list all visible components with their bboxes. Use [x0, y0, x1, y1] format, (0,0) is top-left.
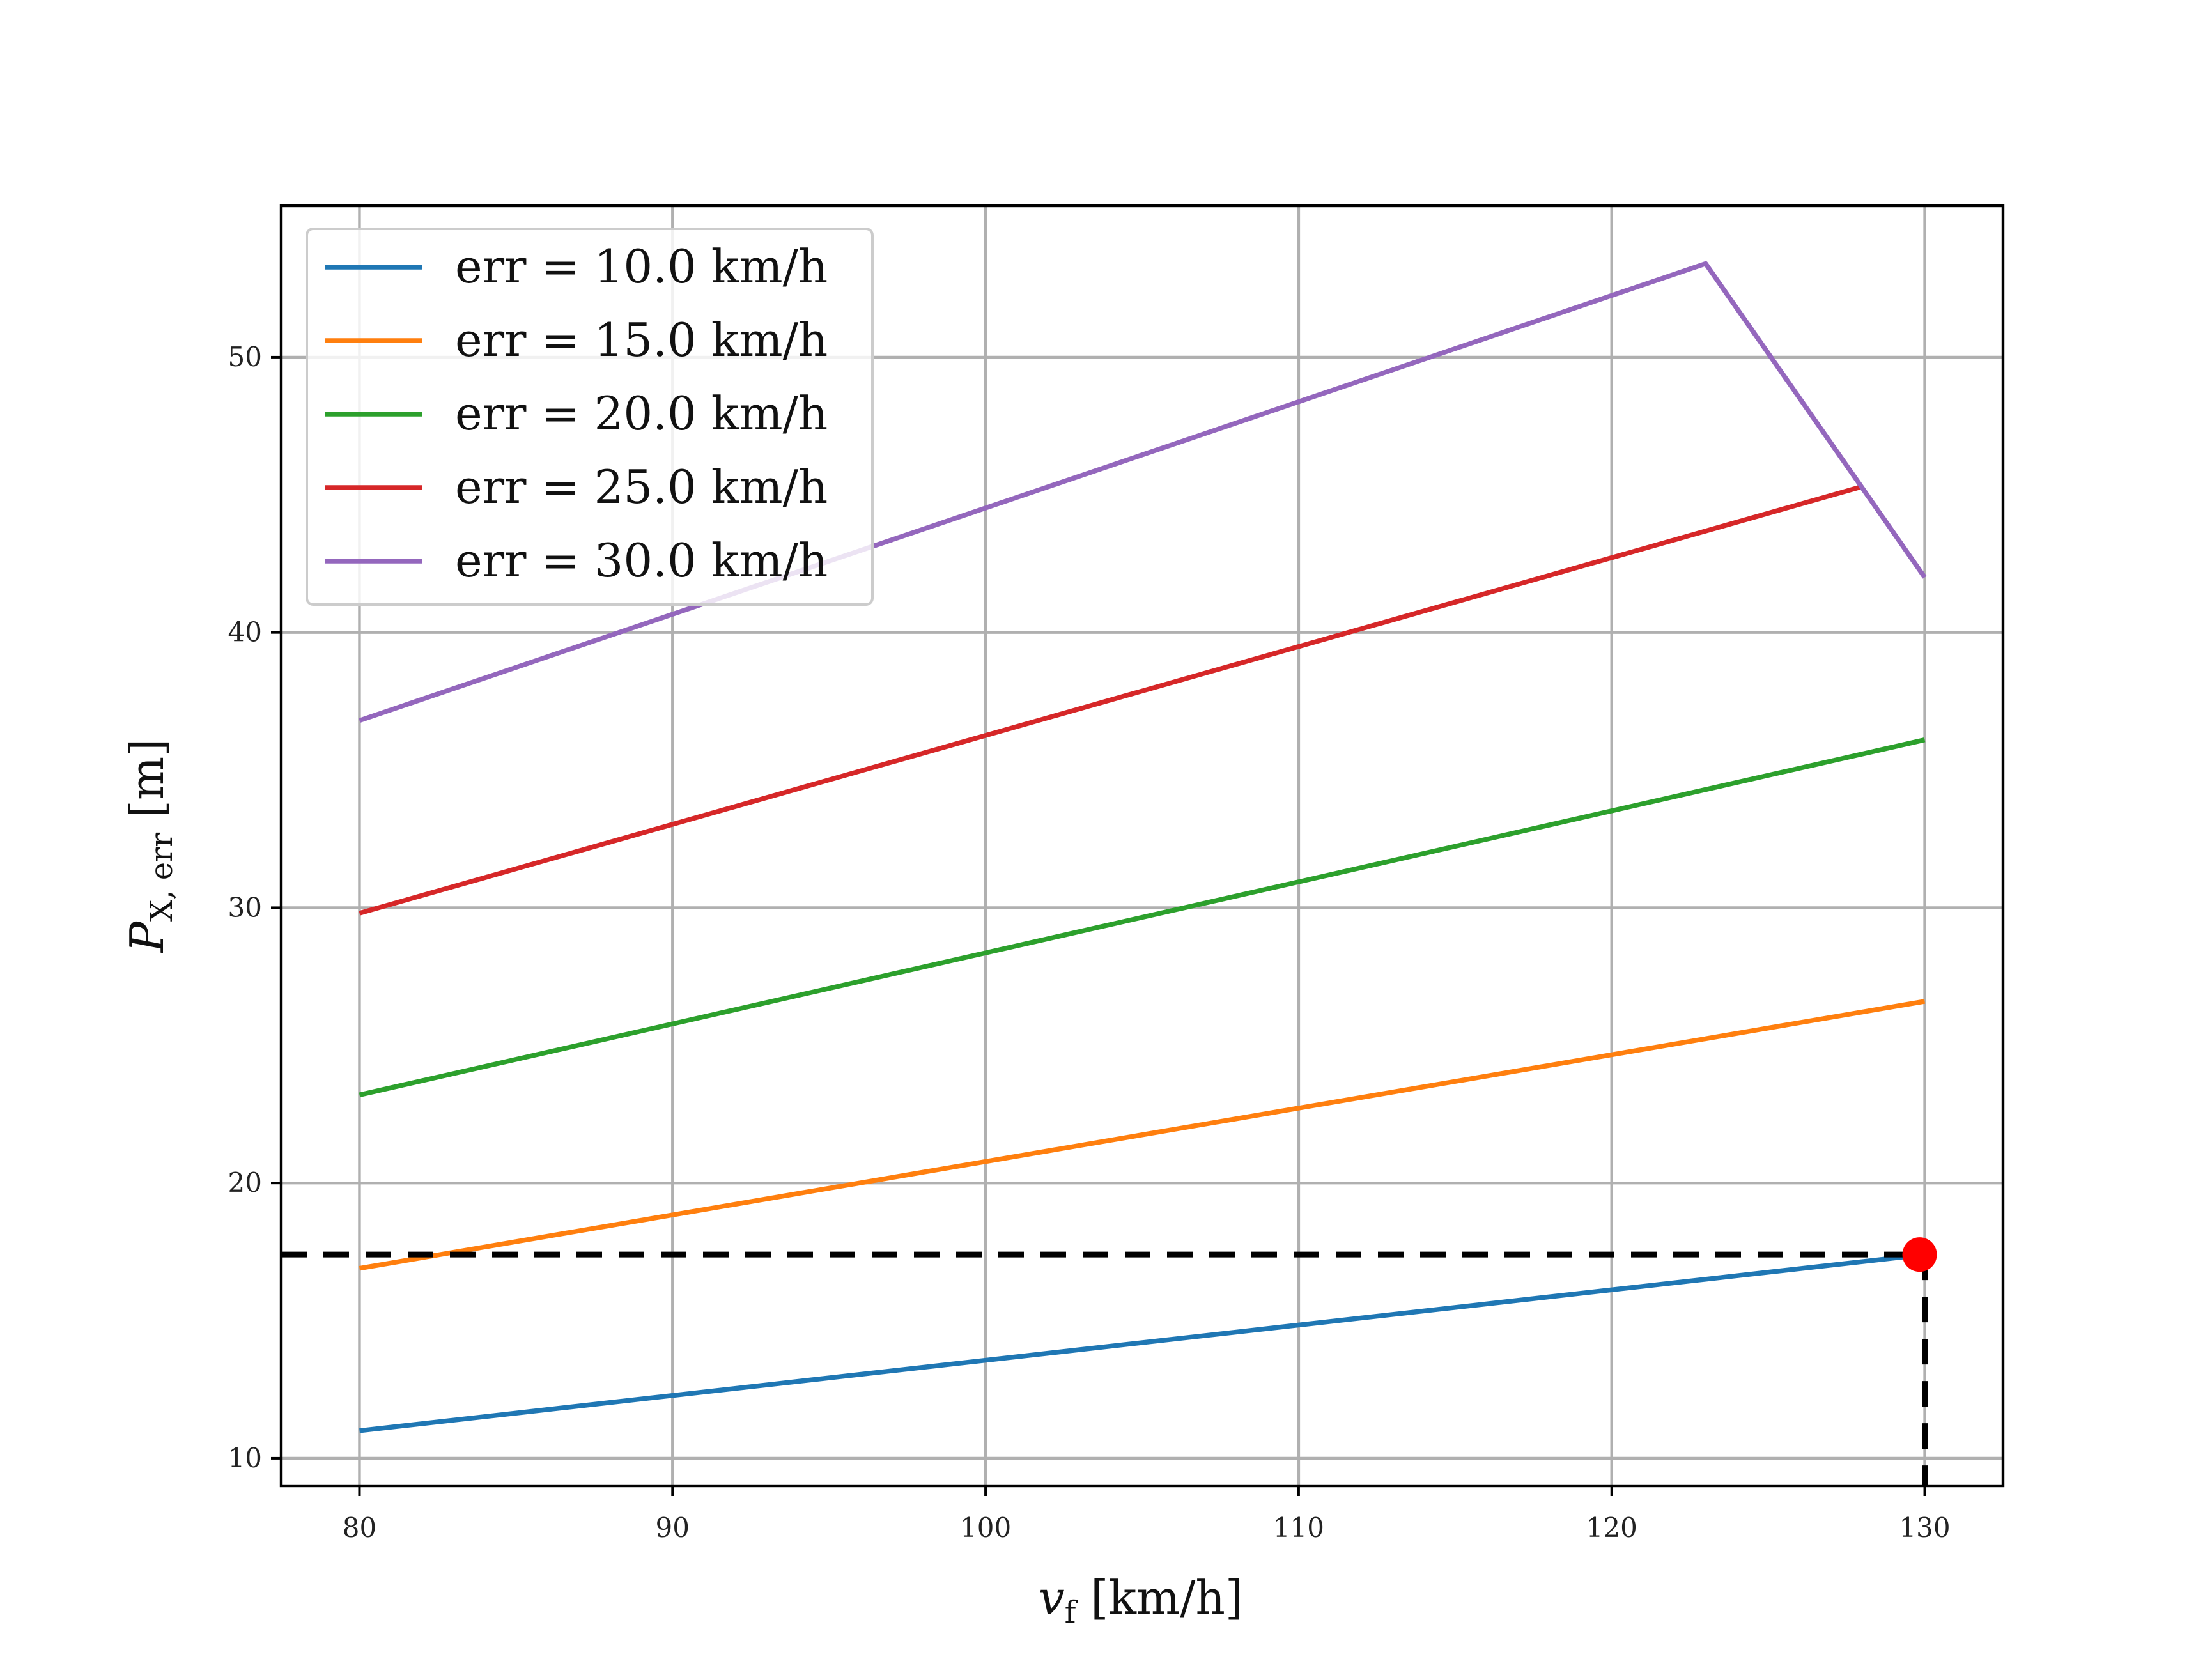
x-axis-label-main: v: [1039, 1571, 1065, 1624]
series-line-3: [359, 737, 1926, 1097]
x-tick-label: 100: [960, 1512, 1011, 1543]
legend-label-5: err = 30.0 km/h: [455, 534, 828, 587]
x-tick-label: 130: [1899, 1512, 1950, 1543]
x-tick-label: 110: [1273, 1512, 1324, 1543]
y-tick-label: 30: [228, 891, 262, 923]
y-axis-label-main: P: [120, 920, 174, 953]
plot-frame: [279, 204, 2005, 1488]
y-tick-label: 20: [228, 1167, 262, 1198]
legend: err = 10.0 km/h err = 15.0 km/h err = 20.0…: [306, 228, 874, 606]
y-tick-label: 50: [228, 341, 262, 373]
legend-label-3: err = 20.0 km/h: [455, 387, 828, 440]
x-axis-label: vf [km/h]: [1039, 1571, 1243, 1630]
x-tick-label: 80: [343, 1512, 376, 1543]
annotations: [281, 1237, 1937, 1486]
legend-label-4: err = 25.0 km/h: [455, 460, 828, 514]
x-axis-label-unit: [km/h]: [1076, 1571, 1243, 1624]
legend-label-2: err = 15.0 km/h: [455, 313, 828, 367]
x-tick-label: 90: [656, 1512, 690, 1543]
legend-label-1: err = 10.0 km/h: [455, 240, 828, 293]
y-axis-label-sub: X, err: [144, 833, 180, 922]
x-axis-label-sub: f: [1065, 1594, 1078, 1630]
legend-box: [306, 228, 874, 606]
series-line-2: [359, 999, 1926, 1271]
x-tick-label: 120: [1586, 1512, 1637, 1543]
grid: [281, 206, 2003, 1486]
ticks: 80 90 100 110 120 130 10 20 30 40 50: [228, 341, 1951, 1543]
y-tick-label: 10: [228, 1442, 262, 1474]
highlight-marker: [1902, 1237, 1937, 1272]
series-line-1: [359, 1252, 1925, 1433]
y-tick-label: 40: [228, 617, 262, 648]
y-axis-label: PX, err [m]: [120, 739, 180, 954]
y-axis-label-unit: [m]: [120, 739, 174, 833]
series-line-4: [359, 484, 1863, 916]
